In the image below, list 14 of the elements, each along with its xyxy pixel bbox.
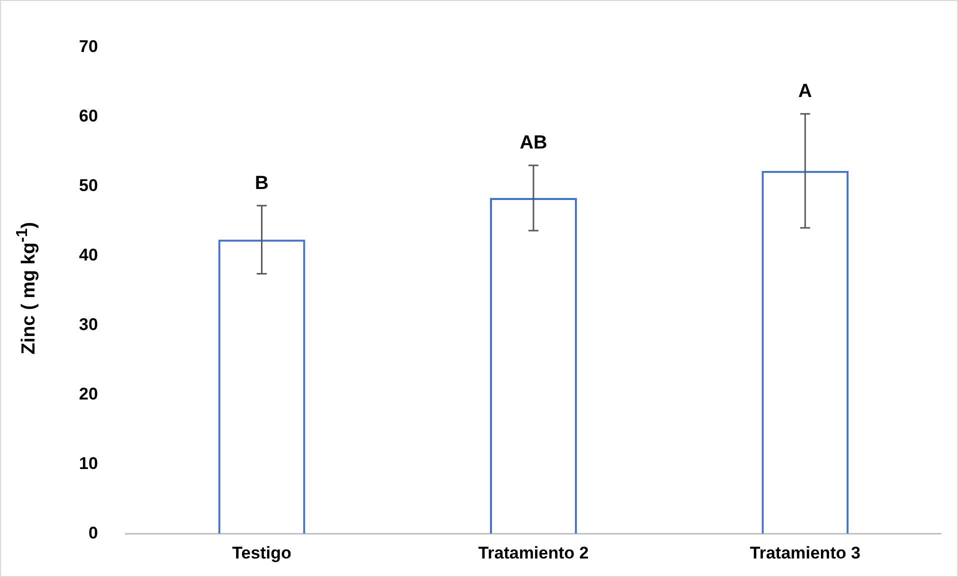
y-tick-label: 10 [78,454,98,473]
x-tick-label: Testigo [232,543,292,562]
y-tick-label: 60 [78,106,98,126]
y-tick-label: 0 [88,523,98,542]
x-tick-label: Tratamiento 3 [750,543,860,562]
annotation: AB [520,132,548,154]
x-tick-label: Tratamiento 2 [478,543,589,562]
y-tick-label: 30 [78,314,98,334]
y-tick-label: 50 [78,176,98,195]
annotation: B [254,172,269,194]
y-tick-label: 20 [78,384,98,404]
y-tick-label: 40 [78,245,98,264]
annotation: A [798,81,812,102]
y-tick-label: 70 [78,36,98,56]
